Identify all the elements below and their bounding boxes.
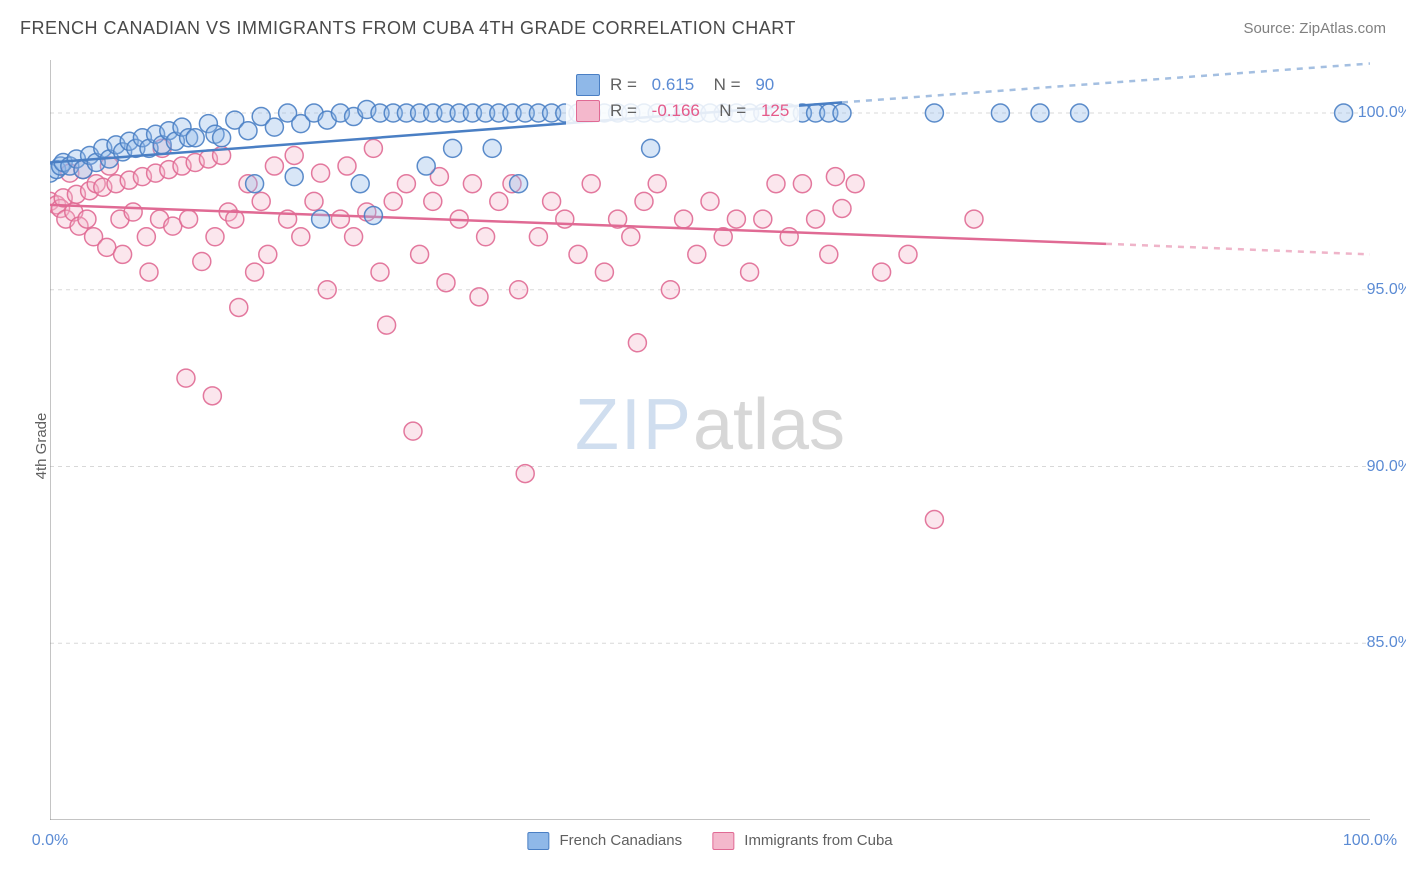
stats-row-pink: R = -0.166 N = 125 [576,98,789,124]
stats-n-value-pink: 125 [761,98,789,124]
stats-n-label: N = [710,98,751,124]
stats-r-label: R = [610,98,642,124]
legend-item-blue: French Canadians [527,832,682,850]
source-attribution: Source: ZipAtlas.com [1243,20,1386,37]
stats-swatch-blue [576,74,600,96]
stats-r-label: R = [610,72,642,98]
legend-item-pink: Immigrants from Cuba [712,832,893,850]
chart-area: ZIPatlas R = 0.615 N = 90 R = -0.166 N =… [50,60,1370,820]
y-tick-label: 85.0% [1367,634,1406,652]
stats-swatch-pink [576,100,600,122]
stats-n-value-blue: 90 [755,72,774,98]
stats-r-value-blue: 0.615 [652,72,695,98]
scatter-plot-svg [50,60,1370,820]
legend-swatch-blue [527,832,549,850]
y-axis-label: 4th Grade [33,413,50,480]
x-tick-label: 0.0% [32,832,68,850]
y-tick-label: 95.0% [1367,281,1406,299]
legend: French Canadians Immigrants from Cuba [527,832,892,850]
legend-label-pink: Immigrants from Cuba [744,832,892,849]
legend-label-blue: French Canadians [560,832,683,849]
chart-title: FRENCH CANADIAN VS IMMIGRANTS FROM CUBA … [20,18,796,39]
stats-row-blue: R = 0.615 N = 90 [576,72,789,98]
legend-swatch-pink [712,832,734,850]
y-tick-label: 90.0% [1367,458,1406,476]
stats-n-label: N = [704,72,745,98]
y-tick-label: 100.0% [1358,104,1406,122]
x-tick-label: 100.0% [1343,832,1397,850]
correlation-stats-box: R = 0.615 N = 90 R = -0.166 N = 125 [566,68,799,128]
stats-r-value-pink: -0.166 [652,98,700,124]
